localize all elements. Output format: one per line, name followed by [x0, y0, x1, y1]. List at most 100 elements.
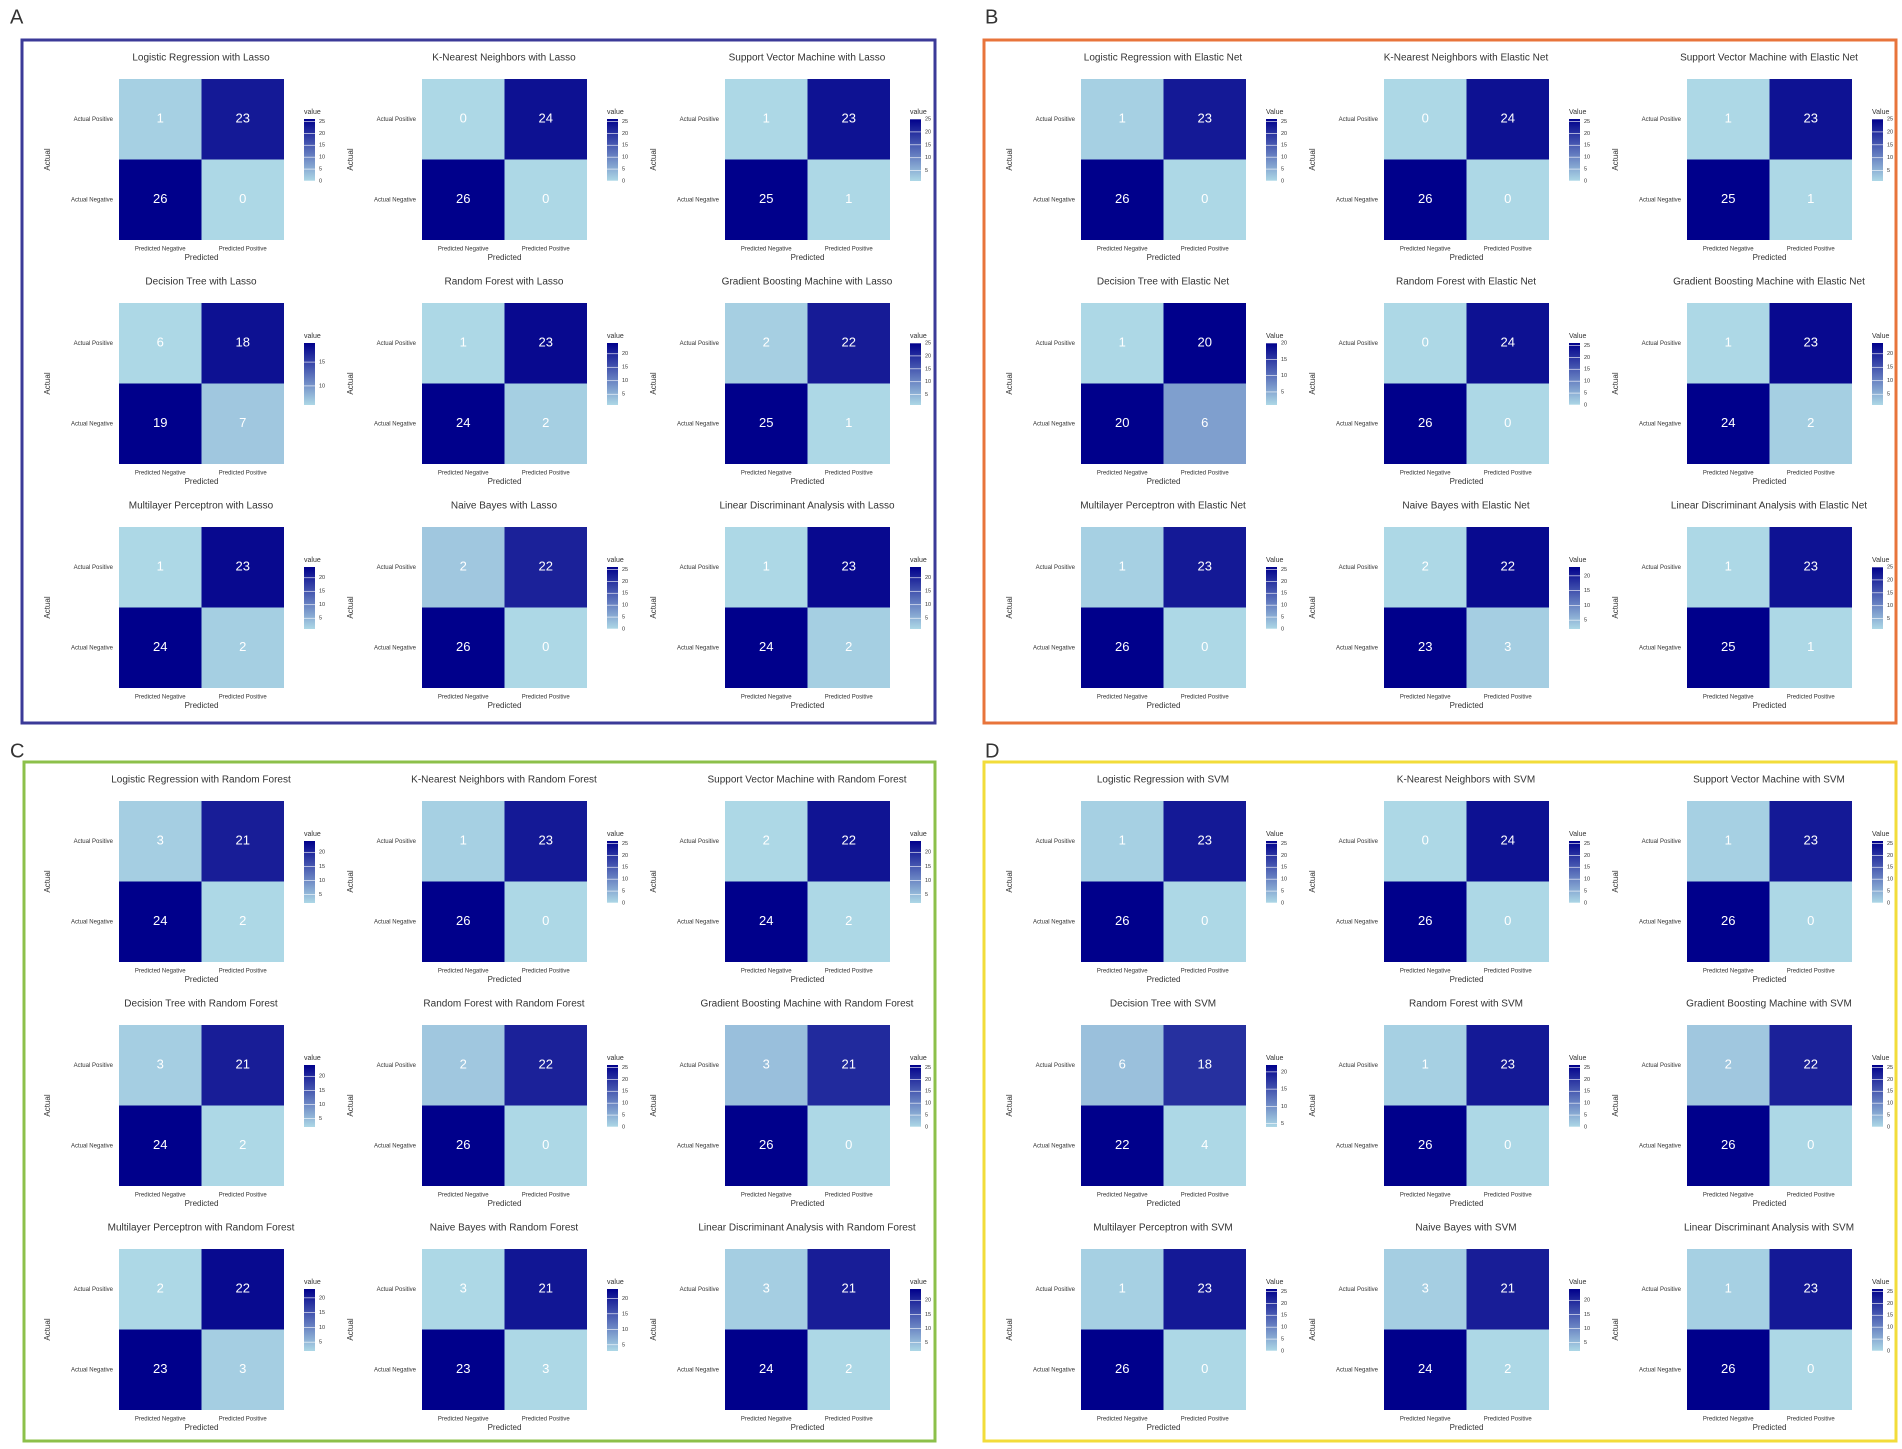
- legend-title: Value: [1569, 333, 1586, 340]
- cell-value: 26: [1721, 1137, 1735, 1152]
- colorbar: [910, 343, 921, 405]
- x-axis-label: Predicted: [488, 701, 522, 710]
- x-tick-label: Predicted Negative: [135, 695, 186, 701]
- y-axis-label: Actual: [1308, 1094, 1317, 1116]
- heatmap-cell: [201, 79, 284, 160]
- cell-value: 21: [1501, 1281, 1515, 1296]
- heatmap-cell: [1769, 79, 1852, 160]
- colorbar-tick-label: 0: [1584, 178, 1587, 184]
- colorbar-tick-label: 10: [925, 1101, 931, 1107]
- heatmap-cell: [1466, 801, 1549, 882]
- y-axis-label: Actual: [1005, 1318, 1014, 1340]
- colorbar-tick-label: 15: [1281, 865, 1287, 871]
- colorbar-tick-label: 10: [1281, 1325, 1287, 1331]
- y-tick-label: Actual Negative: [374, 1367, 417, 1373]
- cell-value: 1: [1807, 191, 1814, 206]
- cell-value: 23: [1804, 335, 1818, 350]
- y-tick-label: Actual Negative: [1033, 421, 1076, 427]
- heatmap-cell: [725, 1105, 808, 1186]
- x-tick-label: Predicted Negative: [438, 1193, 489, 1199]
- x-axis-label: Predicted: [185, 701, 219, 710]
- colorbar: [1569, 841, 1580, 903]
- x-axis-label: Predicted: [1147, 975, 1181, 984]
- x-tick-label: Predicted Positive: [1787, 1417, 1836, 1423]
- heatmap-cell: [422, 383, 505, 464]
- cell-value: 1: [1725, 335, 1732, 350]
- x-tick-label: Predicted Positive: [219, 471, 268, 477]
- colorbar-tick-label: 5: [925, 1113, 928, 1119]
- y-tick-label: Actual Positive: [680, 839, 720, 845]
- heatmap-cell: [725, 881, 808, 962]
- heatmap-cell: [1687, 607, 1770, 688]
- colorbar-tick-label: 20: [1584, 1298, 1590, 1304]
- heatmap-cell: [807, 527, 890, 608]
- cell-value: 24: [1418, 1361, 1432, 1376]
- x-axis-label: Predicted: [1147, 1199, 1181, 1208]
- y-tick-label: Actual Negative: [677, 1143, 720, 1149]
- cell-value: 2: [763, 833, 770, 848]
- colorbar-tick-label: 5: [925, 392, 928, 398]
- cell-value: 26: [1418, 913, 1432, 928]
- colorbar-tick-label: 5: [1887, 1113, 1890, 1119]
- cell-value: 3: [1504, 639, 1511, 654]
- cell-value: 24: [153, 1137, 167, 1152]
- y-axis-label: Actual: [649, 372, 658, 394]
- y-tick-label: Actual Positive: [1339, 565, 1379, 571]
- cell-value: 3: [763, 1057, 770, 1072]
- cell-value: 1: [1725, 559, 1732, 574]
- colorbar: [910, 567, 921, 629]
- colorbar-tick-label: 15: [925, 142, 931, 148]
- colorbar: [910, 1065, 921, 1127]
- colorbar-tick-label: 20: [1887, 129, 1893, 135]
- panel-label: C: [10, 740, 24, 762]
- chart-title: Linear Discriminant Analysis with Lasso: [719, 501, 895, 512]
- chart-title: Support Vector Machine with Elastic Net: [1680, 53, 1858, 64]
- legend-title: Value: [1266, 1055, 1283, 1062]
- y-tick-label: Actual Positive: [377, 117, 417, 123]
- cell-value: 1: [845, 415, 852, 430]
- cell-value: 20: [1115, 415, 1129, 430]
- cell-value: 0: [1504, 191, 1511, 206]
- y-tick-label: Actual Positive: [74, 341, 114, 347]
- legend-title: value: [607, 1055, 624, 1062]
- heatmap-cell: [1081, 1329, 1164, 1410]
- chart-title: Logistic Regression with Lasso: [132, 53, 270, 64]
- colorbar-tick-label: 25: [1281, 119, 1287, 125]
- cell-value: 26: [456, 913, 470, 928]
- legend-title: value: [910, 333, 927, 340]
- y-axis-label: Actual: [1308, 148, 1317, 170]
- cell-value: 1: [1807, 639, 1814, 654]
- heatmap-cell: [504, 159, 587, 240]
- y-tick-label: Actual Negative: [1336, 1143, 1379, 1149]
- heatmap-cell: [119, 303, 202, 384]
- legend-title: value: [910, 1279, 927, 1286]
- x-tick-label: Predicted Positive: [219, 695, 268, 701]
- colorbar-tick-label: 10: [1887, 877, 1893, 883]
- heatmap-cell: [1081, 1105, 1164, 1186]
- colorbar-tick-label: 10: [925, 379, 931, 385]
- colorbar-tick-label: 25: [925, 340, 931, 346]
- heatmap-cell: [1081, 1025, 1164, 1106]
- x-tick-label: Predicted Negative: [1097, 1417, 1148, 1423]
- cell-value: 26: [1418, 415, 1432, 430]
- colorbar-tick-label: 0: [622, 1124, 625, 1130]
- heatmap-cell: [1769, 303, 1852, 384]
- heatmap-cell: [504, 607, 587, 688]
- heatmap-cell: [1384, 881, 1467, 962]
- legend-title: value: [607, 1279, 624, 1286]
- x-tick-label: Predicted Negative: [1703, 1417, 1754, 1423]
- heatmap-cell: [1081, 801, 1164, 882]
- colorbar: [1872, 841, 1883, 903]
- y-tick-label: Actual Positive: [1642, 1287, 1682, 1293]
- y-axis-label: Actual: [649, 1094, 658, 1116]
- x-tick-label: Predicted Negative: [1703, 1193, 1754, 1199]
- colorbar-tick-label: 5: [1887, 616, 1890, 622]
- heatmap-cell: [1466, 1105, 1549, 1186]
- colorbar-tick-label: 15: [1281, 1313, 1287, 1319]
- heatmap-cell: [1687, 1249, 1770, 1330]
- colorbar-tick-label: 5: [622, 392, 625, 398]
- colorbar-tick-label: 25: [1887, 841, 1893, 847]
- cell-value: 0: [1807, 1361, 1814, 1376]
- legend-title: Value: [1266, 557, 1283, 564]
- colorbar-tick-label: 10: [622, 603, 628, 609]
